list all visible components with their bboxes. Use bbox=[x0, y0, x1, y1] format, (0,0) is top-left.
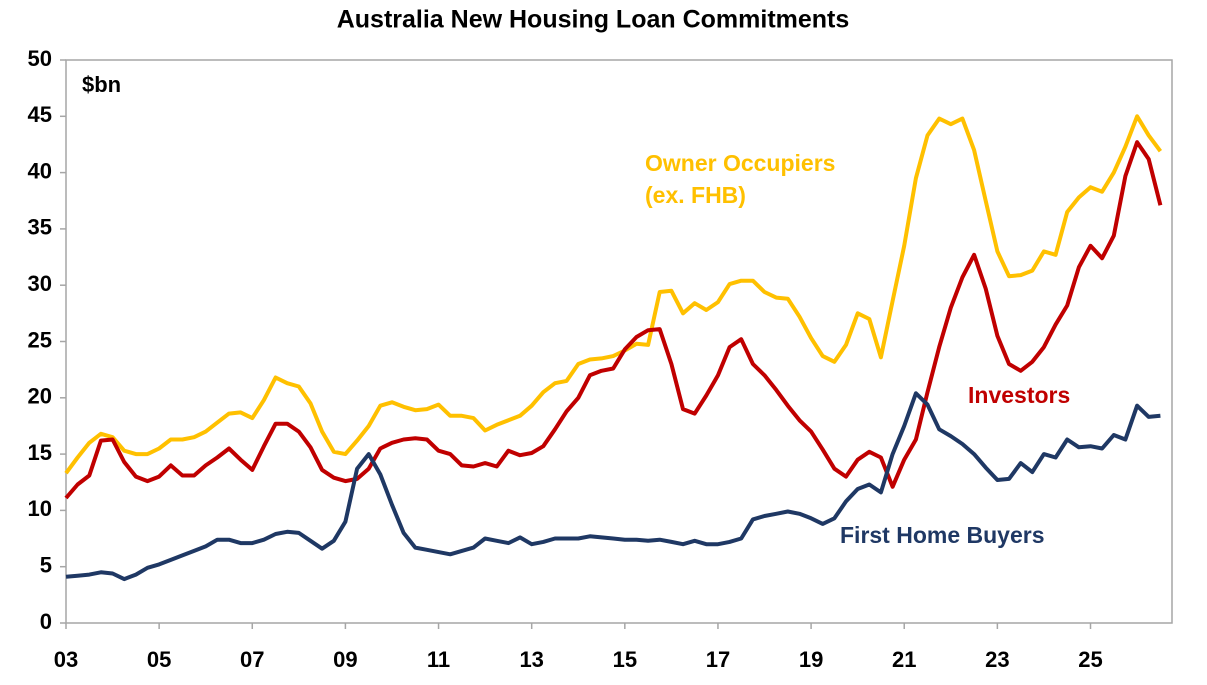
x-tick-label: 11 bbox=[427, 647, 450, 672]
x-tick-label: 23 bbox=[985, 647, 1009, 672]
x-tick-label: 25 bbox=[1078, 647, 1102, 672]
x-tick-label: 19 bbox=[799, 647, 823, 672]
x-tick-label: 13 bbox=[519, 647, 543, 672]
y-tick-label: 25 bbox=[28, 327, 52, 352]
y-tick-label: 45 bbox=[28, 102, 52, 127]
x-tick-label: 17 bbox=[706, 647, 730, 672]
x-tick-label: 09 bbox=[333, 647, 357, 672]
x-tick-label: 05 bbox=[147, 647, 171, 672]
series-line bbox=[64, 140, 1163, 500]
x-tick-label: 03 bbox=[54, 647, 78, 672]
x-tick-label: 21 bbox=[892, 647, 916, 672]
series-label: Investors bbox=[968, 382, 1070, 408]
y-tick-label: 5 bbox=[40, 553, 52, 578]
chart-title: Australia New Housing Loan Commitments bbox=[337, 6, 850, 34]
y-tick-label: 30 bbox=[28, 271, 52, 296]
y-tick-label: 20 bbox=[28, 384, 52, 409]
x-tick-label: 07 bbox=[240, 647, 264, 672]
y-tick-label: 10 bbox=[28, 496, 52, 521]
series-label-note: (ex. FHB) bbox=[645, 182, 746, 208]
series-line bbox=[64, 114, 1163, 475]
series-label: First Home Buyers bbox=[840, 522, 1045, 548]
y-tick-label: 0 bbox=[40, 609, 52, 634]
y-tick-label: 35 bbox=[28, 215, 52, 240]
y-tick-label: 15 bbox=[28, 440, 52, 465]
y-tick-label: 40 bbox=[28, 158, 52, 183]
y-tick-label: 50 bbox=[28, 46, 52, 71]
series-line bbox=[65, 391, 1161, 582]
series-label: Owner Occupiers bbox=[645, 150, 835, 176]
x-tick-label: 15 bbox=[613, 647, 637, 672]
y-unit-label: $bn bbox=[82, 72, 121, 97]
